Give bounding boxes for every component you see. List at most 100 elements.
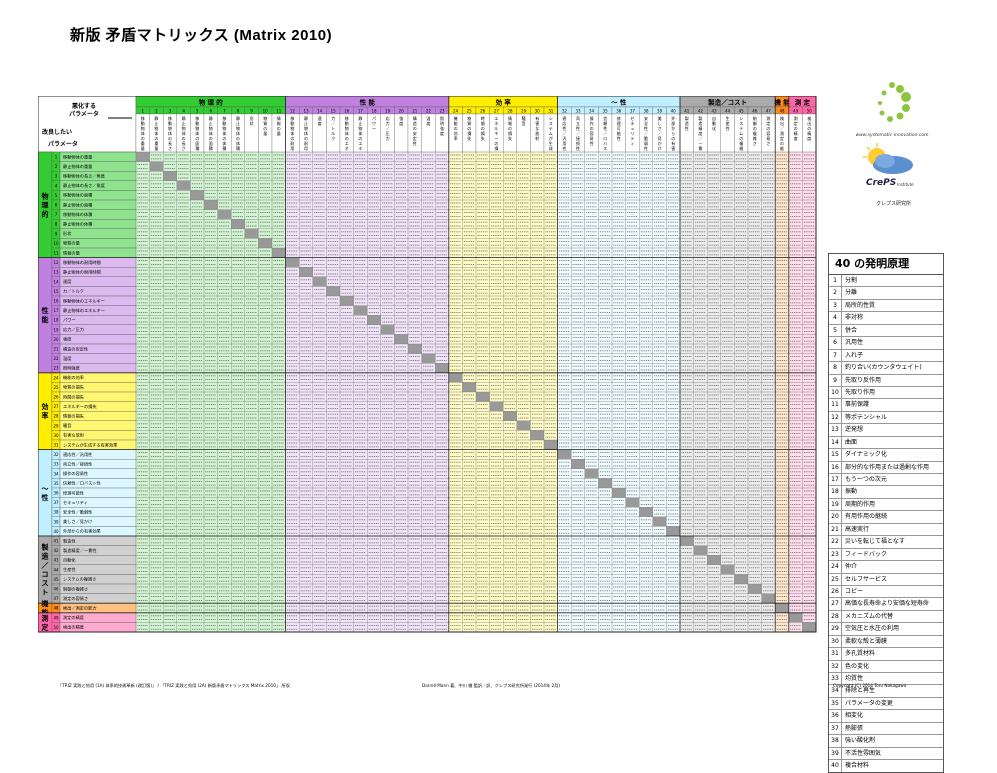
matrix-cell: [789, 286, 803, 296]
matrix-cell: [653, 248, 667, 258]
matrix-cell: [653, 334, 667, 344]
row-parameter-label: 静止物体の重量: [63, 163, 92, 170]
matrix-cell: [789, 392, 803, 402]
matrix-cell: [435, 267, 449, 277]
row-number: 36: [53, 491, 59, 496]
matrix-cell: [585, 277, 599, 287]
matrix-cell: [286, 354, 300, 364]
column-parameter-glyph: さ: [168, 145, 172, 151]
matrix-cell: [340, 392, 354, 402]
matrix-cell: [762, 210, 776, 220]
matrix-cell: [245, 229, 259, 239]
matrix-cell: [680, 382, 694, 392]
column-parameter-glyph: 度: [399, 120, 403, 126]
matrix-cell: [286, 421, 300, 431]
matrix-cell: [150, 152, 164, 162]
matrix-cell: [449, 162, 463, 172]
matrix-cell: [598, 363, 612, 373]
matrix-cell: [789, 162, 803, 172]
matrix-cell: [694, 162, 708, 172]
matrix-cell: [367, 248, 381, 258]
matrix-cell: [517, 171, 531, 181]
matrix-cell: [299, 210, 313, 220]
matrix-cell: [408, 344, 422, 354]
matrix-cell: [272, 286, 286, 296]
matrix-cell: [177, 210, 191, 220]
matrix-cell: [272, 210, 286, 220]
matrix-cell: [585, 296, 599, 306]
matrix-cell: [503, 334, 517, 344]
matrix-cell: [802, 190, 816, 200]
matrix-cell: [748, 248, 762, 258]
matrix-cell: [653, 354, 667, 364]
matrix-cell: [762, 229, 776, 239]
matrix-cell: [680, 171, 694, 181]
row-category-glyph: コ: [42, 571, 49, 579]
matrix-cell: [775, 277, 789, 287]
matrix-cell: [231, 315, 245, 325]
matrix-cell: [748, 152, 762, 162]
column-parameter-glyph: さ: [766, 140, 770, 146]
matrix-cell: [530, 392, 544, 402]
matrix-cell: [449, 267, 463, 277]
matrix-cell: [313, 267, 327, 277]
matrix-cell: [163, 210, 177, 220]
matrix-cell: [639, 162, 653, 172]
matrix-cell: [762, 267, 776, 277]
matrix-cell: [544, 373, 558, 383]
row-number: 22: [53, 356, 59, 361]
matrix-cell: [272, 363, 286, 373]
row-parameter-label: 時間の損失: [63, 393, 85, 400]
matrix-cell: [612, 325, 626, 335]
matrix-cell: [789, 210, 803, 220]
matrix-cell: [177, 248, 191, 258]
matrix-cell: [503, 363, 517, 373]
matrix-cell: [734, 306, 748, 316]
matrix-cell: [802, 219, 816, 229]
matrix-cell: [286, 210, 300, 220]
matrix-cell: [299, 286, 313, 296]
matrix-cell: [558, 152, 572, 162]
matrix-cell: [367, 363, 381, 373]
column-number: 24: [453, 109, 459, 114]
matrix-cell: [517, 344, 531, 354]
matrix-cell: [476, 315, 490, 325]
matrix-cell: [299, 363, 313, 373]
matrix-cell: [598, 315, 612, 325]
matrix-cell: [476, 229, 490, 239]
row-parameter-label: 外部からの有害効果: [63, 528, 102, 535]
matrix-cell: [530, 334, 544, 344]
matrix-cell: [326, 363, 340, 373]
matrix-cell: [245, 354, 259, 364]
matrix-cell: [612, 162, 626, 172]
matrix-cell: [530, 238, 544, 248]
column-number: 19: [385, 109, 391, 114]
matrix-cell: [612, 392, 626, 402]
matrix-cell: [449, 354, 463, 364]
matrix-cell: [313, 411, 327, 421]
matrix-cell: [435, 162, 449, 172]
matrix-cell: [694, 392, 708, 402]
matrix-cell: [272, 411, 286, 421]
row-parameter-label: 応力／圧力: [63, 326, 84, 333]
matrix-cell: [231, 296, 245, 306]
matrix-cell: [136, 210, 150, 220]
matrix-cell: [571, 229, 585, 239]
matrix-cell: [476, 344, 490, 354]
matrix-cell: [775, 354, 789, 364]
matrix-cell: [680, 306, 694, 316]
matrix-cell: [653, 181, 667, 191]
column-category-label: 測 定: [795, 98, 811, 107]
matrix-cell: [394, 392, 408, 402]
matrix-cell: [177, 219, 191, 229]
matrix-cell: [694, 238, 708, 248]
matrix-cell: [517, 325, 531, 335]
row-number: 49: [53, 615, 59, 620]
matrix-cell: [503, 344, 517, 354]
matrix-cell: [680, 344, 694, 354]
matrix-cell: [367, 306, 381, 316]
row-category-glyph: ～: [42, 485, 49, 493]
matrix-cell: [204, 162, 218, 172]
matrix-cell: [245, 306, 259, 316]
matrix-cell: [286, 325, 300, 335]
